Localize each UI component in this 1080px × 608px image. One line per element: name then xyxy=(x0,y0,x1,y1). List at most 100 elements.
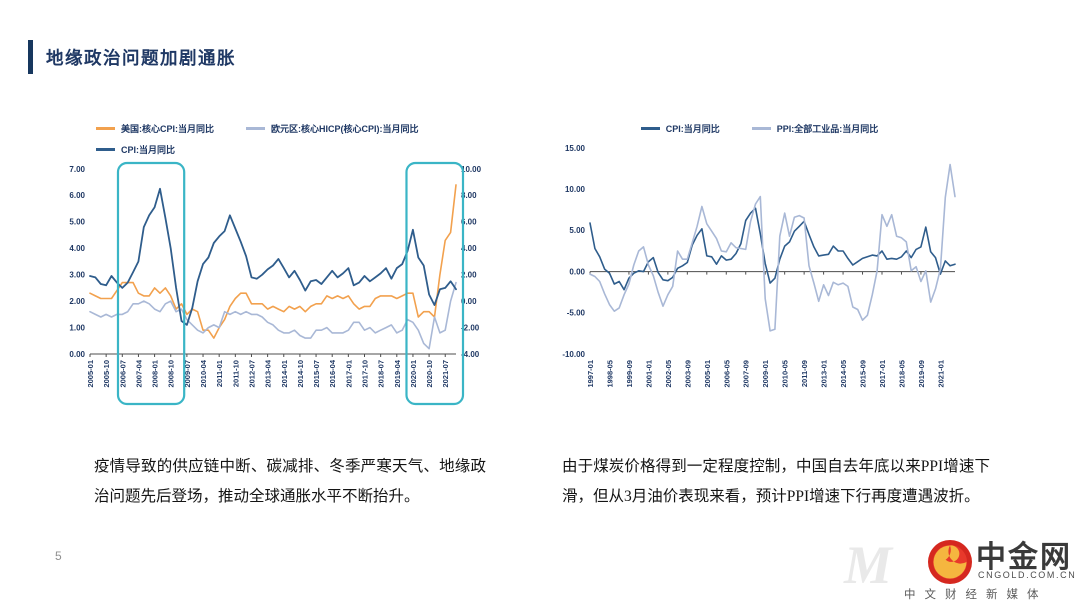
series-line xyxy=(89,184,457,339)
brand-name: 中金网 xyxy=(976,541,1072,574)
y-axis-label: 1.00 xyxy=(69,323,85,332)
brand-watermark: M 中金网 CNGOLD.COM.CN 中文财经新媒体 xyxy=(830,528,1077,602)
x-axis-label: 2017-01 xyxy=(878,360,887,388)
legend-item: CPI:当月同比 xyxy=(96,143,175,156)
x-axis-label: 2013-01 xyxy=(820,360,829,388)
x-axis-label: 2009-01 xyxy=(761,360,770,388)
x-axis-label: 2010-05 xyxy=(781,360,790,388)
y-axis-label: 3.00 xyxy=(69,271,85,280)
x-axis-label: 2011-10 xyxy=(231,360,240,387)
y-axis-label: 10.00 xyxy=(461,165,482,174)
x-axis-labels: 2005-01 2005-10 2006-07 2007-04 2008-01 2008-… xyxy=(86,354,450,388)
series-line xyxy=(589,163,956,332)
y-axis-label: 15.00 xyxy=(565,144,586,153)
x-axis-label: 2007-04 xyxy=(134,359,143,387)
x-axis-label: 2014-10 xyxy=(296,360,305,388)
x-axis-label: 2019-09 xyxy=(917,360,926,388)
x-axis-label: 1997-01 xyxy=(586,360,595,388)
page-title: 地缘政治问题加剧通胀 xyxy=(46,47,236,68)
chart-canvas: -10.00 -5.00 0.00 5.00 10.00 15.00 1997-01 1998… xyxy=(562,144,956,388)
x-axis-label: 2011-09 xyxy=(800,360,809,387)
chart-legend: 美国:核心CPI:当月同比 欧元区:核心HICP(核心CPI):当月同比 CPI:当… xyxy=(56,120,494,161)
x-axis-label: 2017-01 xyxy=(344,360,353,388)
x-axis-label: 2016-04 xyxy=(328,359,337,387)
legend-row: 美国:核心CPI:当月同比 欧元区:核心HICP(核心CPI):当月同比 xyxy=(96,122,494,135)
y-axis-label: 0.00 xyxy=(461,297,477,306)
legend-item: 美国:核心CPI:当月同比 xyxy=(96,122,214,135)
legend-label: CPI:当月同比 xyxy=(665,124,720,134)
secondary-y-axis-labels: -4.00 -2.00 0.00 2.00 4.00 6.00 8.00 10.00 xyxy=(461,165,482,359)
chart-canvas: 0.00 1.00 2.00 3.00 4.00 5.00 6.00 7.00 -4.00 -2.… xyxy=(69,161,482,406)
legend-label: 欧元区:核心HICP(核心CPI):当月同比 xyxy=(271,124,419,134)
x-axis-label: 2006-05 xyxy=(722,360,731,388)
page-number: 5 xyxy=(55,549,62,563)
legend-item: 欧元区:核心HICP(核心CPI):当月同比 xyxy=(246,122,419,135)
x-axis-label: 2011-01 xyxy=(215,360,224,387)
x-axis-label: 2015-09 xyxy=(859,360,868,388)
x-axis-label: 2015-07 xyxy=(312,360,321,388)
legend-swatch-icon xyxy=(640,127,660,130)
x-axis-label: 2001-01 xyxy=(644,360,653,388)
y-axis-label: 0.00 xyxy=(69,350,85,359)
y-axis-label: 5.00 xyxy=(69,218,85,227)
x-axis-label: 2020-10 xyxy=(425,360,434,388)
chart-global-cpi: 美国:核心CPI:当月同比 欧元区:核心HICP(核心CPI):当月同比 CPI:当… xyxy=(56,120,494,410)
chart-china-cpi-ppi: CPI:当月同比 PPI:全部工业品:当月同比 -10.00 -5.00 0.00 5.… xyxy=(552,120,967,410)
chart-plot-area: -10.00 -5.00 0.00 5.00 10.00 15.00 1997-01 1998… xyxy=(552,140,967,410)
y-axis-label: -10.00 xyxy=(562,350,585,359)
highlight-box xyxy=(405,161,465,406)
y-axis-label: 4.00 xyxy=(461,244,477,253)
legend-item: PPI:全部工业品:当月同比 xyxy=(751,122,879,135)
series-line xyxy=(89,187,457,326)
series-line xyxy=(89,281,457,350)
highlight-box xyxy=(116,161,186,406)
y-axis-label: 5.00 xyxy=(569,226,585,235)
legend-row: CPI:当月同比 xyxy=(96,143,494,156)
legend-label: 美国:核心CPI:当月同比 xyxy=(121,124,214,134)
y-axis-labels: 0.00 1.00 2.00 3.00 4.00 5.00 6.00 7.00 xyxy=(69,165,85,359)
legend-row: CPI:当月同比 PPI:全部工业品:当月同比 xyxy=(552,122,967,135)
x-axis-label: 1999-09 xyxy=(625,360,634,388)
x-axis-label: 2008-01 xyxy=(151,360,160,388)
legend-swatch-icon xyxy=(246,127,265,130)
legend-item: CPI:当月同比 xyxy=(640,122,720,135)
y-axis-label: 4.00 xyxy=(69,244,85,253)
right-commentary: 由于煤炭价格得到一定程度控制，中国自去年底以来PPI增速下滑，但从3月油价表现来… xyxy=(562,457,990,505)
y-axis-label: -4.00 xyxy=(461,350,480,359)
series-line xyxy=(589,207,956,291)
x-axis-label: 2014-01 xyxy=(280,360,289,388)
x-axis-label: 2007-09 xyxy=(742,360,751,388)
chart-legend: CPI:当月同比 PPI:全部工业品:当月同比 xyxy=(552,120,967,140)
y-axis-label: 6.00 xyxy=(69,191,85,200)
x-axis-label: 2005-10 xyxy=(102,360,111,388)
legend-label: PPI:全部工业品:当月同比 xyxy=(776,124,879,134)
cngold-logo-icon xyxy=(928,540,972,584)
x-axis-label: 2010-04 xyxy=(199,359,208,387)
x-axis-labels: 1997-01 1998-05 1999-09 2001-01 2002-05 2003-… xyxy=(586,271,945,388)
x-axis-label: 2005-01 xyxy=(703,360,712,388)
y-axis-label: -5.00 xyxy=(567,309,586,318)
x-axis-label: 2018-05 xyxy=(897,360,906,388)
y-axis-label: 8.00 xyxy=(461,191,477,200)
brand-domain: CNGOLD.COM.CN xyxy=(978,570,1077,580)
y-axis-labels: -10.00 -5.00 0.00 5.00 10.00 15.00 xyxy=(562,144,585,359)
x-axis-label: 1998-05 xyxy=(605,360,614,388)
y-axis-label: 2.00 xyxy=(69,297,85,306)
y-axis-label: 10.00 xyxy=(565,185,586,194)
legend-swatch-icon xyxy=(96,127,115,130)
x-axis-label: 2013-04 xyxy=(264,359,273,387)
x-axis-label: 2021-01 xyxy=(936,360,945,388)
chart-plot-area: 0.00 1.00 2.00 3.00 4.00 5.00 6.00 7.00 -4.00 -2.… xyxy=(56,161,494,410)
legend-swatch-icon xyxy=(96,148,115,151)
x-axis-label: 2018-07 xyxy=(377,360,386,388)
x-axis-label: 2006-07 xyxy=(118,360,127,388)
x-axis-label: 2002-05 xyxy=(664,360,673,388)
legend-swatch-icon xyxy=(751,127,771,130)
y-axis-label: 6.00 xyxy=(461,218,477,227)
x-axis-label: 2020-01 xyxy=(409,360,418,388)
y-axis-label: -2.00 xyxy=(461,323,480,332)
x-axis-label: 2003-09 xyxy=(683,360,692,388)
legend-label: CPI:当月同比 xyxy=(121,145,176,155)
x-axis-label: 2019-04 xyxy=(393,359,402,387)
